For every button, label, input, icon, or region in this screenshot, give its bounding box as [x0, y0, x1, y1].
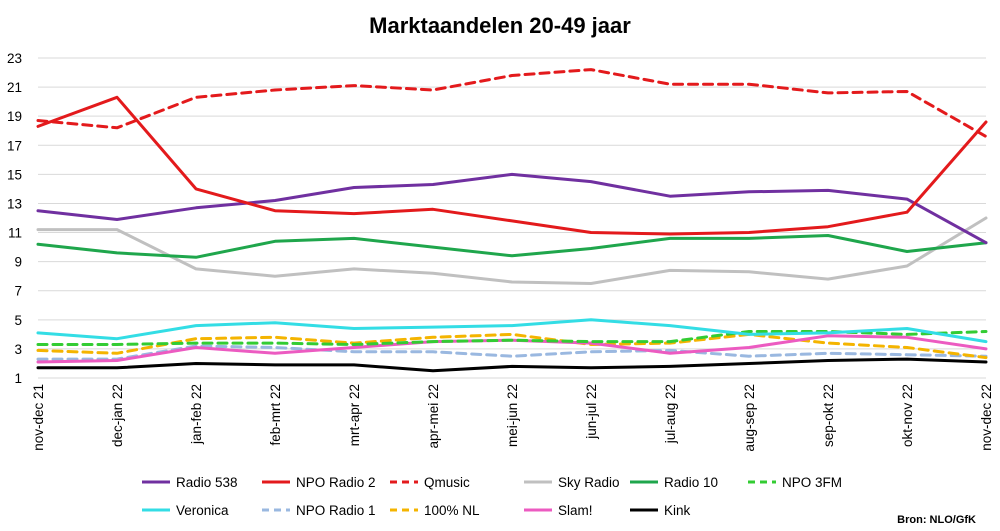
series-line — [36, 68, 988, 138]
y-tick-label: 19 — [7, 109, 22, 124]
x-tick-label: dec-jan 22 — [110, 384, 125, 447]
legend-label: NPO 3FM — [782, 475, 842, 490]
series-line — [36, 95, 988, 236]
series-line — [36, 332, 988, 360]
legend-label: 100% NL — [424, 503, 480, 518]
gridlines — [38, 57, 986, 379]
y-tick-label: 13 — [7, 196, 22, 211]
x-tick-label: aug-sep 22 — [742, 384, 757, 452]
x-tick-label: mrt-apr 22 — [347, 384, 362, 446]
series-line — [36, 172, 988, 245]
y-tick-label: 7 — [14, 284, 22, 299]
source-note: Bron: NLO/GfK — [897, 514, 976, 526]
y-tick-label: 11 — [8, 226, 22, 241]
legend-label: Kink — [664, 503, 691, 518]
y-tick-label: 5 — [14, 313, 22, 328]
y-tick-label: 17 — [7, 138, 22, 153]
y-tick-label: 15 — [7, 167, 22, 182]
series-line — [36, 330, 988, 346]
x-tick-label: nov-dec 22 — [979, 384, 994, 451]
legend-label: Sky Radio — [558, 475, 620, 490]
x-axis-ticks: nov-dec 21 dec-jan 22 jan-feb 22 feb-mrt 22… — [31, 384, 994, 452]
series-lines — [36, 68, 988, 373]
legend-label: Radio 538 — [176, 475, 238, 490]
x-tick-label: jul-aug 22 — [663, 384, 678, 444]
legend-label: Radio 10 — [664, 475, 718, 490]
legend-label: Qmusic — [424, 475, 470, 490]
legend-label: NPO Radio 1 — [296, 503, 376, 518]
legend-label: NPO Radio 2 — [296, 475, 376, 490]
x-tick-label: apr-mei 22 — [426, 384, 441, 449]
series-line — [36, 216, 988, 285]
legend-label: Veronica — [176, 503, 229, 518]
legend-label: Slam! — [558, 503, 593, 518]
y-tick-label: 1 — [14, 371, 22, 386]
x-tick-label: jun-jul 22 — [584, 384, 599, 440]
x-tick-label: okt-nov 22 — [900, 384, 915, 447]
series-line — [36, 357, 988, 373]
y-tick-label: 21 — [7, 80, 22, 95]
x-tick-label: jan-feb 22 — [189, 384, 204, 445]
y-tick-label: 9 — [14, 255, 22, 270]
x-tick-label: sep-okt 22 — [821, 384, 836, 447]
series-line — [36, 318, 988, 344]
chart-title: Marktaandelen 20-49 jaar — [369, 13, 631, 38]
x-tick-label: mei-jun 22 — [505, 384, 520, 447]
x-tick-label: feb-mrt 22 — [268, 384, 283, 446]
legend: Radio 538 NPO Radio 2 Qmusic Sky Radio Radio… — [142, 475, 842, 518]
series-line — [36, 234, 988, 259]
series-line — [36, 344, 988, 361]
y-tick-label: 23 — [7, 51, 22, 66]
y-tick-label: 3 — [14, 342, 22, 357]
x-tick-label: nov-dec 21 — [31, 384, 46, 451]
